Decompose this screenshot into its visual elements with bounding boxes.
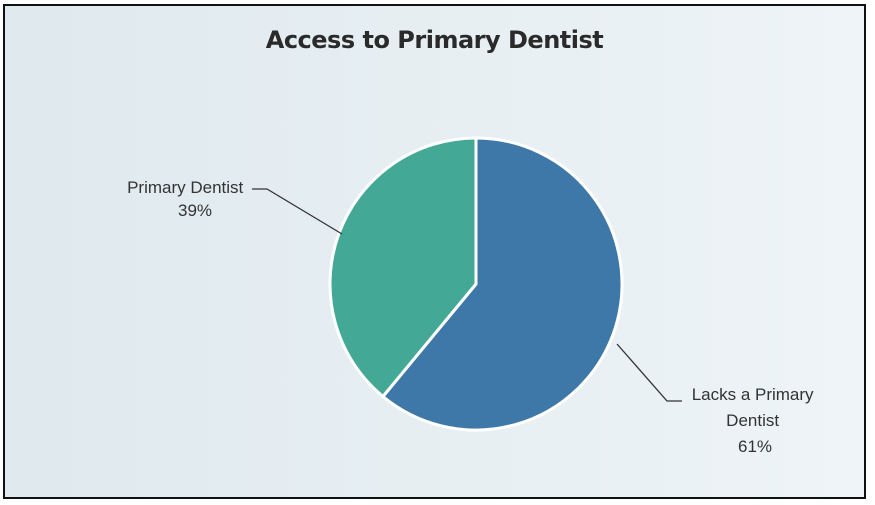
pie-slice-lacks-a-primary-dentist[interactable] — [381, 136, 624, 432]
pie-slices — [328, 136, 624, 432]
slice-label-primary-dentist: Primary Dentist 39% — [127, 178, 248, 220]
slice-label-lacks-line2: Dentist — [726, 411, 779, 430]
slice-label-lacks-value: 61% — [738, 437, 772, 456]
pie-slice-primary-dentist[interactable] — [328, 136, 478, 398]
pie-chart: Primary Dentist 39% Lacks a Primary Dent… — [127, 136, 819, 456]
slice-label-lacks-line1: Lacks a Primary — [692, 385, 814, 404]
leader-line-lacks-primary-dentist — [616, 343, 682, 402]
leader-lines — [252, 188, 682, 402]
slice-label-primary-dentist-value: 39% — [178, 201, 212, 220]
leader-line-primary-dentist — [252, 188, 343, 235]
slice-label-primary-dentist-name: Primary Dentist — [127, 178, 243, 197]
chart-title: Access to Primary Dentist — [265, 26, 604, 54]
slice-label-lacks-primary-dentist: Lacks a Primary Dentist 61% — [692, 385, 819, 456]
chart-frame: Access to Primary Dentist Primary Dentis… — [3, 4, 866, 499]
